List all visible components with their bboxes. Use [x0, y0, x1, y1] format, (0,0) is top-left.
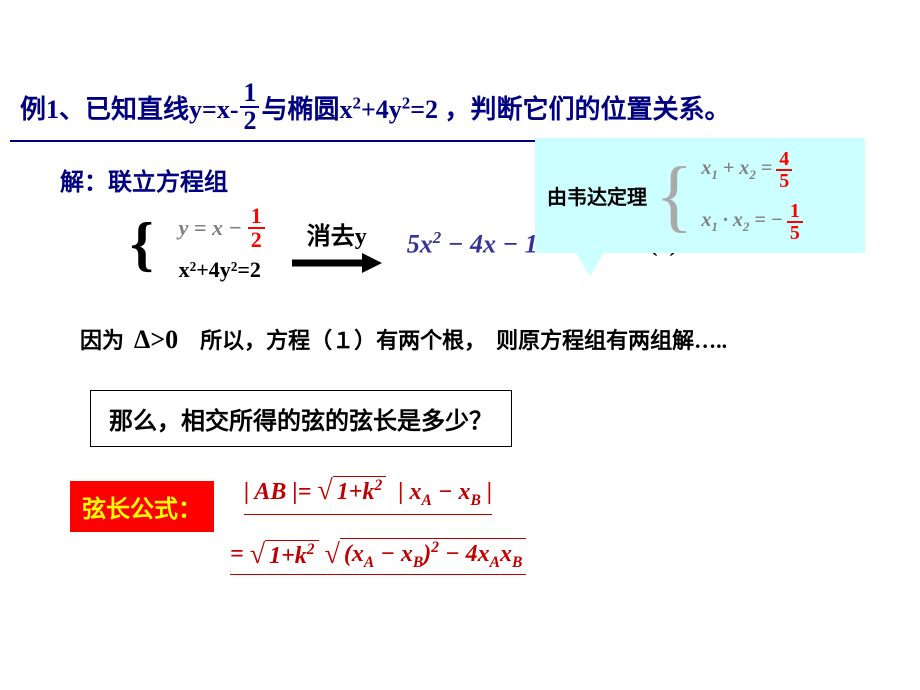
example-title: 例1、已知直线y=x- 1 2 与椭圆x2+4y2=2 ，判断它们的位置关系。 [20, 80, 920, 134]
eliminate-label: 消去y [307, 216, 367, 251]
system-brace: { [130, 214, 154, 274]
chord-formula-label: 弦长公式： [70, 481, 214, 532]
eliminate-block: 消去y [292, 216, 382, 273]
system-eq2: x²+4y²=2 [179, 257, 267, 283]
conclusion-p3: 则原方程组有两组解….. [496, 323, 727, 355]
system-equations: y = x − 1 2 x²+4y²=2 [179, 205, 267, 283]
vieta-label: 由韦达定理 [547, 181, 647, 210]
vieta-equations: x1 + x2 = 4 5 x1 · x2 = − 1 5 [701, 149, 805, 243]
conclusion-p2: 所以，方程（１）有两个根， [200, 323, 486, 355]
chord-line2: = √1+k2 √(xA − xB)2 − 4xAxB [230, 538, 526, 575]
conclusion-p1: 因为 [80, 323, 124, 355]
chord-formula-row: 弦长公式： | AB |= √1+k2 | xA − xB | [70, 475, 920, 532]
vieta-product: x1 · x2 = − 1 5 [701, 201, 805, 243]
sqrt1: √1+k2 [250, 539, 319, 571]
vieta-sum-frac: 4 5 [776, 149, 792, 191]
chord-formula-math: | AB |= √1+k2 | xA − xB | [244, 475, 492, 515]
arrow-icon [292, 253, 382, 273]
chord-line1: | AB |= √1+k2 | xA − xB | [244, 475, 492, 515]
vieta-brace: { [655, 161, 693, 231]
title-prefix: 例1、已知直线y=x- [20, 89, 238, 126]
eq1-fraction: 1 2 [248, 205, 265, 251]
title-mid: 与椭圆x2+4y2=2 ，判断它们的位置关系。 [261, 89, 730, 126]
vieta-sum: x1 + x2 = 4 5 [701, 149, 805, 191]
vieta-prod-frac: 1 5 [787, 201, 803, 243]
vieta-callout: 由韦达定理 { x1 + x2 = 4 5 x1 · x2 = − 1 5 [535, 138, 865, 253]
conclusion-row: 因为 Δ>0 所以，方程（１）有两个根， 则原方程组有两组解….. [80, 323, 920, 355]
system-eq1: y = x − 1 2 [179, 205, 267, 251]
question-box: 那么，相交所得的弦的弦长是多少？ [90, 390, 512, 447]
delta-condition: Δ>0 [134, 325, 178, 355]
sqrt2: √(xA − xB)2 − 4xAxB [325, 538, 527, 572]
title-fraction: 1 2 [240, 80, 259, 134]
